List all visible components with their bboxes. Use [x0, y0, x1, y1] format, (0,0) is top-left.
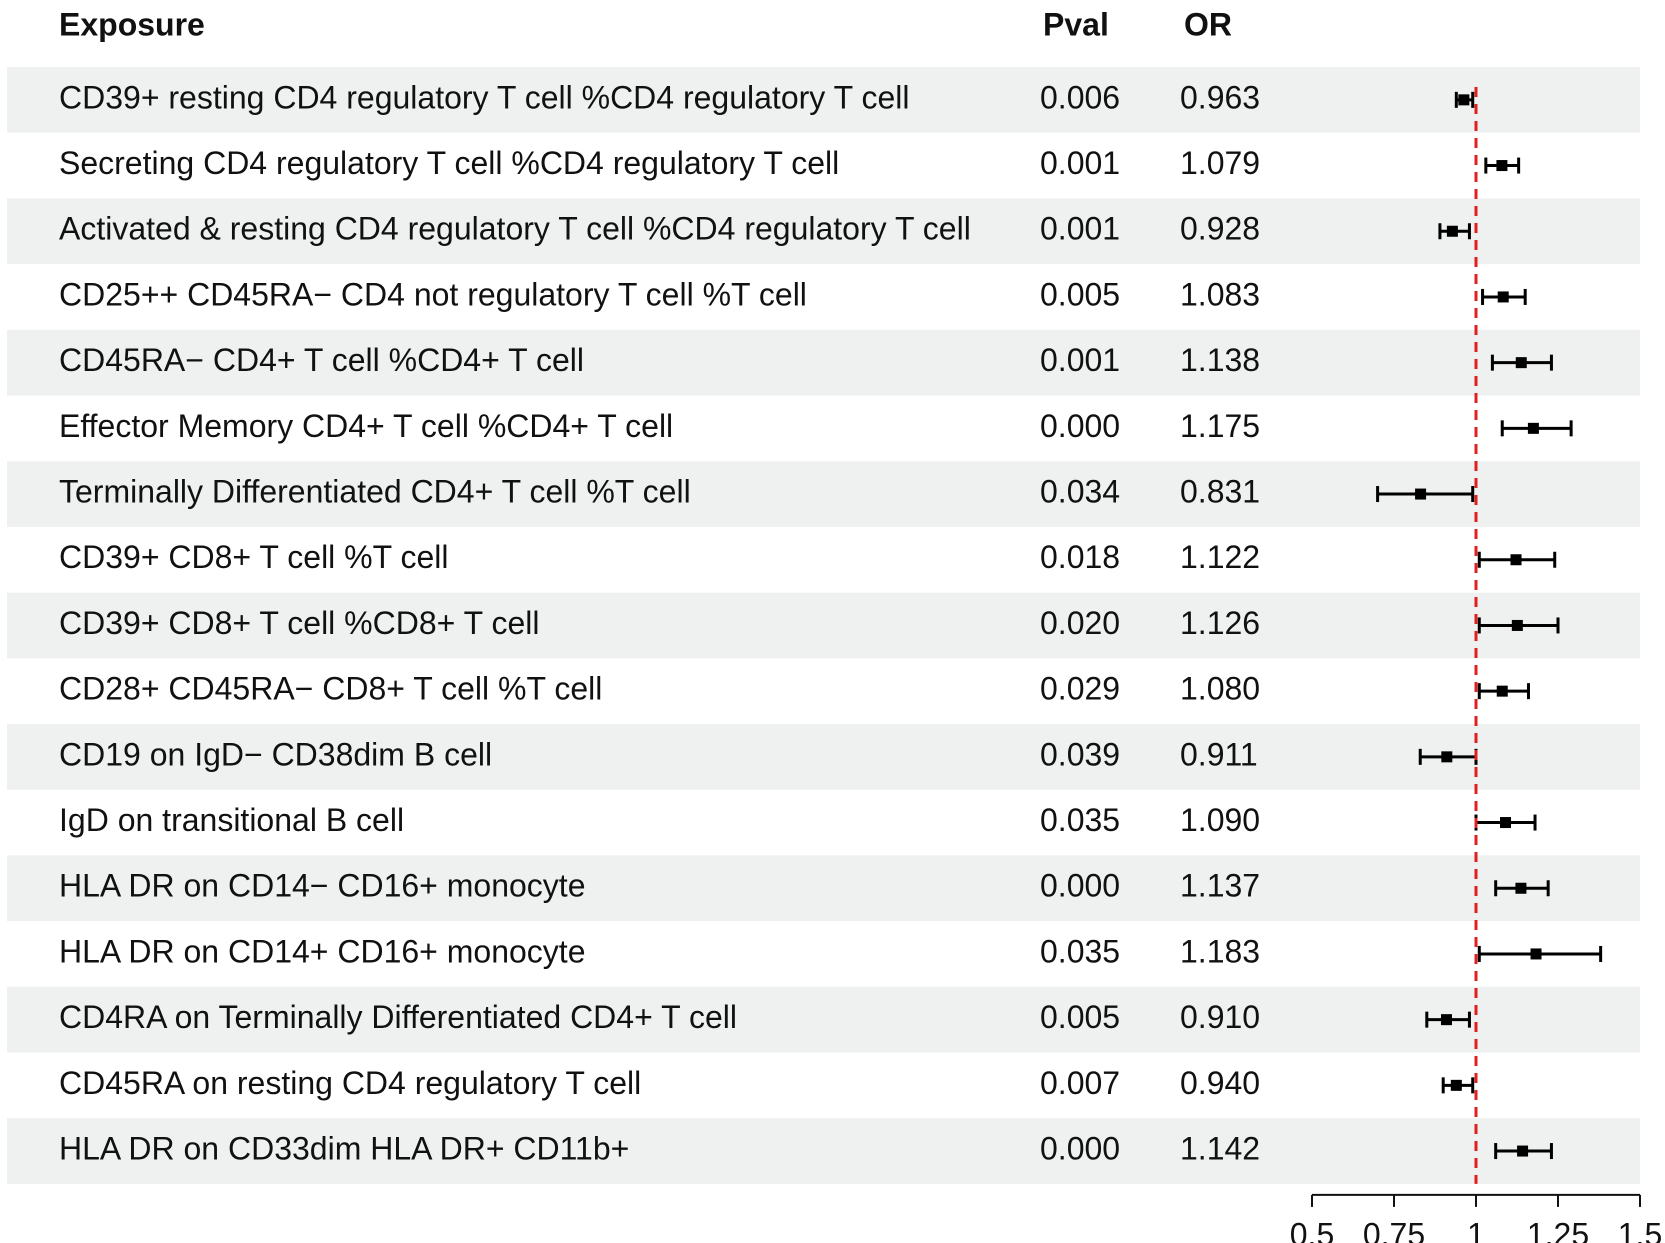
- row-stripe: [7, 1118, 1640, 1184]
- point-estimate: [1446, 225, 1458, 237]
- point-estimate: [1511, 619, 1523, 631]
- exposure-label: CD39+ CD8+ T cell %CD8+ T cell: [59, 605, 540, 641]
- or-label: 1.183: [1180, 933, 1260, 969]
- pval-label: 0.006: [1040, 79, 1120, 115]
- x-tick-label: 1.5: [1618, 1216, 1662, 1243]
- or-label: 1.138: [1180, 342, 1260, 378]
- exposure-label: CD39+ resting CD4 regulatory T cell %CD4…: [59, 79, 909, 115]
- or-label: 1.090: [1180, 802, 1260, 838]
- point-estimate: [1496, 160, 1508, 172]
- x-tick-label: 1.25: [1527, 1216, 1589, 1243]
- exposure-label: Activated & resting CD4 regulatory T cel…: [59, 211, 971, 247]
- exposure-label: CD45RA on resting CD4 regulatory T cell: [59, 1065, 641, 1101]
- x-tick-label: 0.5: [1290, 1216, 1334, 1243]
- or-label: 1.137: [1180, 868, 1260, 904]
- pval-label: 0.034: [1040, 474, 1120, 510]
- point-estimate: [1517, 1145, 1529, 1157]
- row-stripe: [7, 198, 1640, 265]
- exposure-label: Secreting CD4 regulatory T cell %CD4 reg…: [59, 145, 839, 181]
- or-label: 1.080: [1180, 671, 1260, 707]
- pval-label: 0.001: [1040, 211, 1120, 247]
- point-estimate: [1500, 817, 1512, 829]
- pval-label: 0.005: [1040, 276, 1120, 312]
- pval-label: 0.001: [1040, 145, 1120, 181]
- row-stripe: [7, 461, 1640, 527]
- pval-label: 0.035: [1040, 933, 1120, 969]
- pval-label: 0.039: [1040, 736, 1120, 772]
- point-estimate: [1441, 751, 1453, 763]
- header-pval: Pval: [1043, 6, 1109, 42]
- or-label: 1.079: [1180, 145, 1260, 181]
- or-label: 1.175: [1180, 408, 1260, 444]
- or-label: 1.142: [1180, 1131, 1260, 1167]
- pval-label: 0.018: [1040, 539, 1120, 575]
- row-stripe: [7, 724, 1640, 790]
- exposure-label: CD39+ CD8+ T cell %T cell: [59, 539, 449, 575]
- point-estimate: [1440, 1014, 1452, 1026]
- exposure-label: HLA DR on CD33dim HLA DR+ CD11b+: [59, 1131, 629, 1167]
- or-label: 0.928: [1180, 211, 1260, 247]
- or-label: 1.083: [1180, 276, 1260, 312]
- or-label: 0.963: [1180, 79, 1260, 115]
- pval-label: 0.000: [1040, 408, 1120, 444]
- exposure-label: CD45RA− CD4+ T cell %CD4+ T cell: [59, 342, 584, 378]
- exposure-label: Terminally Differentiated CD4+ T cell %T…: [59, 474, 691, 510]
- or-label: 1.122: [1180, 539, 1260, 575]
- x-tick-label: 0.75: [1363, 1216, 1425, 1243]
- pval-label: 0.020: [1040, 605, 1120, 641]
- exposure-label: HLA DR on CD14− CD16+ monocyte: [59, 868, 585, 904]
- point-estimate: [1515, 882, 1527, 894]
- point-estimate: [1510, 554, 1522, 566]
- pval-label: 0.001: [1040, 342, 1120, 378]
- row-stripe: [7, 986, 1640, 1053]
- row-stripe: [7, 855, 1640, 922]
- x-tick-label: 1: [1467, 1216, 1485, 1243]
- row-stripe: [7, 592, 1640, 659]
- point-estimate: [1496, 685, 1508, 697]
- header-or: OR: [1184, 6, 1232, 42]
- exposure-label: CD4RA on Terminally Differentiated CD4+ …: [59, 999, 737, 1035]
- pval-label: 0.000: [1040, 1131, 1120, 1167]
- or-label: 0.940: [1180, 1065, 1260, 1101]
- or-label: 0.831: [1180, 474, 1260, 510]
- point-estimate: [1458, 94, 1470, 106]
- exposure-label: CD28+ CD45RA− CD8+ T cell %T cell: [59, 671, 602, 707]
- exposure-label: Effector Memory CD4+ T cell %CD4+ T cell: [59, 408, 673, 444]
- or-label: 1.126: [1180, 605, 1260, 641]
- row-stripe: [7, 329, 1640, 396]
- pval-label: 0.007: [1040, 1065, 1120, 1101]
- point-estimate: [1515, 357, 1527, 369]
- pval-label: 0.035: [1040, 802, 1120, 838]
- exposure-label: IgD on transitional B cell: [59, 802, 404, 838]
- exposure-label: CD19 on IgD− CD38dim B cell: [59, 736, 492, 772]
- point-estimate: [1527, 422, 1539, 434]
- header-exposure: Exposure: [59, 6, 205, 42]
- point-estimate: [1450, 1079, 1462, 1091]
- or-label: 0.910: [1180, 999, 1260, 1035]
- row-stripe: [7, 67, 1640, 133]
- exposure-label: CD25++ CD45RA− CD4 not regulatory T cell…: [59, 276, 807, 312]
- point-estimate: [1415, 488, 1427, 500]
- point-estimate: [1497, 291, 1509, 303]
- pval-label: 0.029: [1040, 671, 1120, 707]
- pval-label: 0.000: [1040, 868, 1120, 904]
- point-estimate: [1530, 948, 1542, 960]
- or-label: 0.911: [1180, 736, 1258, 772]
- exposure-label: HLA DR on CD14+ CD16+ monocyte: [59, 933, 585, 969]
- pval-label: 0.005: [1040, 999, 1120, 1035]
